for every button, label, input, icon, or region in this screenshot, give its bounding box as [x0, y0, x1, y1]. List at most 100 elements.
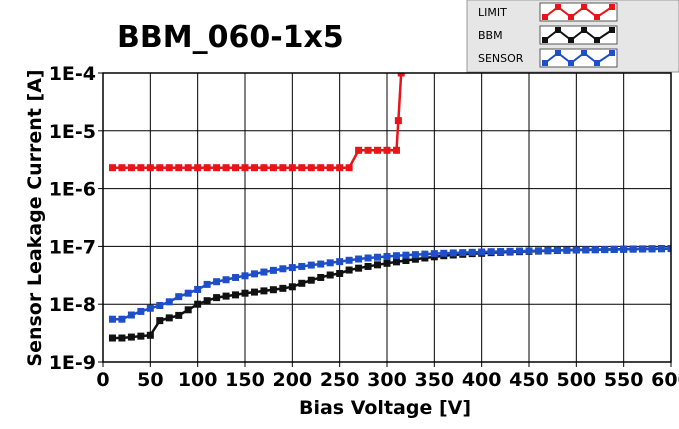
- data-point-limit: [127, 164, 135, 172]
- legend-swatch-marker: [542, 37, 548, 43]
- data-point-sensor: [620, 245, 628, 253]
- data-point-limit: [279, 164, 287, 172]
- data-point-sensor: [402, 251, 410, 259]
- data-point-limit: [156, 164, 164, 172]
- data-point-limit: [355, 146, 363, 154]
- data-point-bbm: [175, 311, 183, 319]
- legend-swatch-sensor: [542, 50, 615, 66]
- data-point-bbm: [383, 259, 391, 267]
- data-point-bbm: [298, 279, 306, 287]
- data-point-sensor: [175, 293, 183, 301]
- data-point-sensor: [506, 247, 514, 255]
- data-point-sensor: [326, 259, 334, 267]
- data-point-bbm: [336, 269, 344, 277]
- legend-label-sensor: SENSOR: [478, 52, 524, 65]
- legend-swatch-marker: [568, 14, 574, 20]
- data-point-sensor: [658, 245, 666, 253]
- legend-swatch-marker: [581, 50, 587, 56]
- data-point-sensor: [156, 301, 164, 309]
- data-point-bbm: [317, 273, 325, 281]
- data-point-sensor: [591, 246, 599, 254]
- data-point-bbm: [203, 297, 211, 305]
- data-point-limit: [394, 117, 402, 125]
- data-point-bbm: [374, 261, 382, 269]
- data-point-bbm: [222, 292, 230, 300]
- data-point-sensor: [194, 285, 202, 293]
- data-point-bbm: [288, 283, 296, 291]
- legend-swatch-marker: [581, 27, 587, 33]
- series-limit: [108, 73, 405, 172]
- legend-swatch-marker: [594, 60, 600, 66]
- y-tick-label: 1E-9: [49, 352, 96, 374]
- data-point-limit: [397, 73, 405, 77]
- series-layer: [108, 73, 671, 342]
- data-point-sensor: [127, 311, 135, 319]
- legend-swatch-marker: [609, 27, 615, 33]
- data-point-sensor: [392, 252, 400, 260]
- data-point-sensor: [648, 245, 656, 253]
- data-point-sensor: [222, 276, 230, 284]
- x-tick-label: 100: [178, 369, 218, 391]
- y-axis-ticks: 1E-9 1E-8 1E-7 1E-6 1E-5 1E-4: [49, 63, 103, 374]
- data-point-bbm: [260, 287, 268, 295]
- legend-swatch-bbm: [542, 27, 615, 43]
- data-point-limit: [383, 146, 391, 154]
- x-tick-label: 200: [272, 369, 312, 391]
- data-point-sensor: [203, 280, 211, 288]
- data-point-bbm: [127, 333, 135, 341]
- data-point-sensor: [345, 256, 353, 264]
- data-point-bbm: [307, 276, 315, 284]
- x-axis-ticks: 0 50 100 150 200 250 300 350 400 450 500 550 600: [96, 362, 679, 391]
- data-point-limit: [213, 164, 221, 172]
- x-tick-label: 300: [367, 369, 407, 391]
- legend-swatch-marker: [594, 37, 600, 43]
- data-point-sensor: [601, 246, 609, 254]
- data-point-bbm: [232, 291, 240, 299]
- data-point-sensor: [250, 270, 258, 278]
- data-point-sensor: [288, 264, 296, 272]
- data-point-sensor: [269, 266, 277, 274]
- chart-title: BBM_060-1x5: [117, 20, 344, 55]
- data-point-bbm: [241, 289, 249, 297]
- data-point-sensor: [639, 245, 647, 253]
- data-point-sensor: [184, 289, 192, 297]
- data-point-sensor: [667, 245, 671, 253]
- data-point-limit: [250, 164, 258, 172]
- data-point-sensor: [336, 258, 344, 266]
- x-tick-label: 150: [225, 369, 265, 391]
- data-point-sensor: [468, 248, 476, 256]
- legend: LIMIT BBM SENSOR: [466, 0, 679, 73]
- data-point-sensor: [411, 251, 419, 259]
- data-point-bbm: [421, 254, 429, 262]
- data-point-sensor: [118, 315, 126, 323]
- data-point-bbm: [156, 317, 164, 325]
- data-point-bbm: [108, 334, 116, 342]
- data-point-limit: [194, 164, 202, 172]
- data-point-sensor: [449, 249, 457, 257]
- data-point-limit: [222, 164, 230, 172]
- y-tick-label: 1E-7: [49, 236, 96, 258]
- legend-swatch-marker: [555, 50, 561, 56]
- data-point-sensor: [563, 246, 571, 254]
- data-point-sensor: [374, 253, 382, 261]
- y-axis-label: Sensor Leakage Current [A]: [24, 69, 46, 366]
- legend-swatch-marker: [609, 50, 615, 56]
- data-point-sensor: [430, 250, 438, 258]
- data-point-limit: [118, 164, 126, 172]
- data-point-bbm: [118, 334, 126, 342]
- data-point-limit: [345, 164, 353, 172]
- data-point-sensor: [497, 248, 505, 256]
- data-point-bbm: [213, 294, 221, 302]
- data-point-sensor: [572, 246, 580, 254]
- data-point-sensor: [213, 278, 221, 286]
- data-point-sensor: [279, 265, 287, 273]
- data-point-sensor: [108, 315, 116, 323]
- data-point-bbm: [326, 271, 334, 279]
- data-point-sensor: [487, 248, 495, 256]
- data-point-limit: [317, 164, 325, 172]
- series-sensor: [108, 245, 671, 323]
- legend-swatch-limit: [542, 4, 615, 20]
- data-point-limit: [146, 164, 154, 172]
- legend-swatch-marker: [542, 60, 548, 66]
